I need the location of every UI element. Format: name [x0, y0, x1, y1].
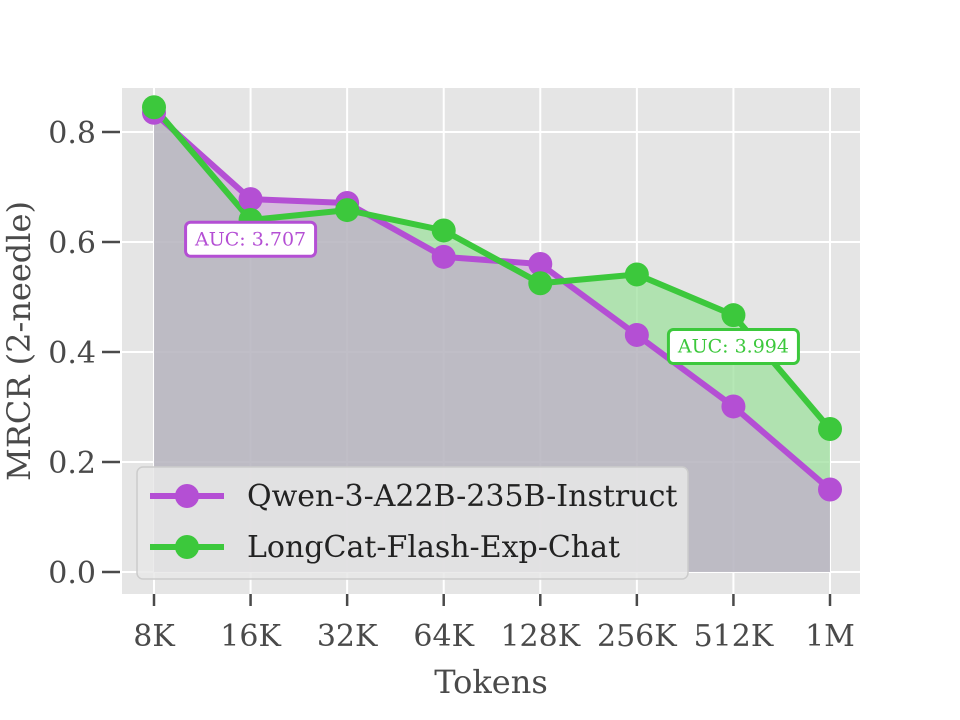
- auc-annotation-qwen: AUC: 3.707: [184, 220, 318, 258]
- data-point-qwen: [528, 252, 553, 276]
- series-points: [142, 95, 842, 502]
- data-point-longcat: [431, 218, 456, 243]
- x-axis-title: Tokens: [434, 663, 547, 701]
- auc-annotations: AUC: 3.707 AUC: 3.994: [184, 220, 800, 365]
- legend-item-longcat: LongCat-Flash-Exp-Chat: [150, 530, 620, 565]
- x-tick-label: 128K: [500, 619, 580, 654]
- data-point-longcat: [528, 271, 553, 296]
- y-axis-ticks: 0.0 0.2 0.4 0.6 0.8: [48, 116, 120, 591]
- data-point-qwen: [624, 322, 649, 347]
- data-point-longcat: [624, 262, 649, 287]
- auc-box-longcat: [666, 328, 800, 365]
- x-tick-label: 8K: [133, 619, 175, 654]
- legend-item-qwen: Qwen-3-A22B-235B-Instruct: [150, 479, 677, 514]
- data-point-longcat: [142, 95, 166, 120]
- y-tick-label: 0.2: [48, 446, 96, 481]
- x-tick-label: 32K: [317, 619, 378, 654]
- data-point-longcat: [335, 198, 360, 223]
- legend-label-qwen: Qwen-3-A22B-235B-Instruct: [247, 479, 677, 514]
- y-tick-label: 0.0: [48, 556, 96, 591]
- data-point-longcat: [818, 417, 842, 441]
- legend-box: [136, 466, 689, 580]
- auc-annotation-longcat: AUC: 3.994: [666, 328, 800, 365]
- data-point-qwen: [721, 394, 746, 419]
- x-tick-label: 64K: [413, 619, 474, 654]
- series-lines: [151, 105, 833, 492]
- auc-label-qwen: AUC: 3.707: [194, 228, 306, 250]
- data-point-qwen: [238, 187, 263, 212]
- auc-label-longcat: AUC: 3.994: [677, 336, 789, 358]
- legend: Qwen-3-A22B-235B-Instruct LongCat-Flash-…: [136, 466, 689, 580]
- series-line-qwen: [152, 110, 832, 492]
- data-point-longcat: [721, 303, 746, 328]
- x-axis-ticks: 8K 16K 32K 64K 128K 256K 512K 1M: [133, 594, 855, 654]
- data-point-qwen: [431, 244, 456, 269]
- auc-fill-areas: [154, 107, 830, 572]
- legend-swatch-marker-longcat: [175, 535, 199, 559]
- y-tick-label: 0.4: [48, 336, 96, 371]
- data-point-qwen: [818, 477, 842, 502]
- y-tick-label: 0.6: [48, 226, 96, 261]
- x-tick-label: 512K: [694, 619, 774, 654]
- x-tick-label: 256K: [597, 619, 677, 654]
- auc-box-qwen: [184, 220, 318, 258]
- y-axis-title: MRCR (2-needle): [0, 201, 38, 481]
- auc-fill-qwen: [154, 112, 830, 572]
- legend-label-longcat: LongCat-Flash-Exp-Chat: [247, 530, 620, 565]
- series-line-longcat: [151, 105, 833, 431]
- y-tick-label: 0.8: [48, 116, 96, 151]
- x-tick-label: 16K: [220, 619, 281, 654]
- legend-swatch-marker-qwen: [175, 484, 199, 508]
- x-tick-label: 1M: [805, 619, 855, 654]
